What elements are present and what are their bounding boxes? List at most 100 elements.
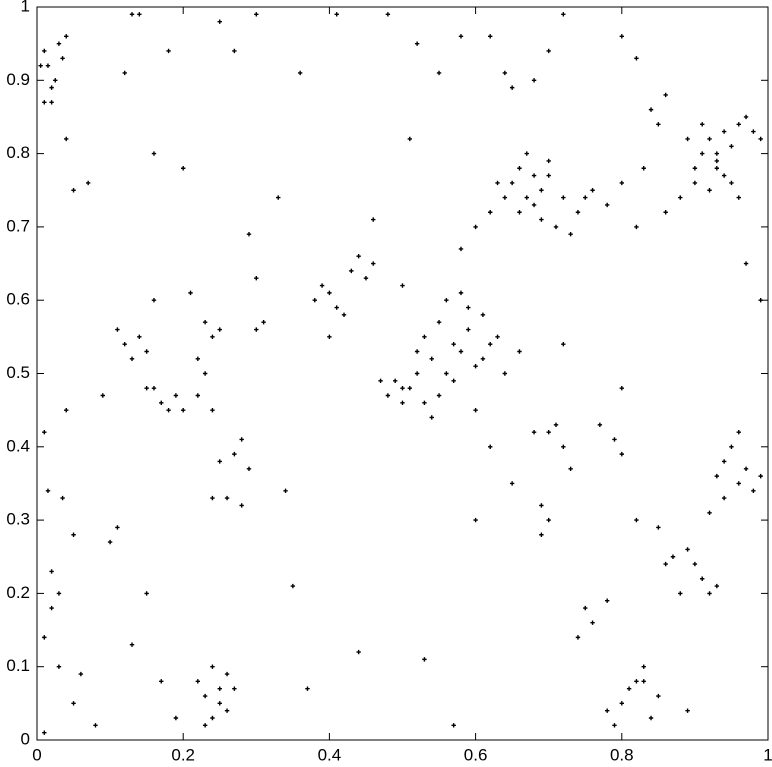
point bbox=[60, 56, 65, 61]
point bbox=[444, 298, 449, 303]
point bbox=[729, 144, 734, 149]
point bbox=[751, 129, 756, 134]
point bbox=[42, 730, 47, 735]
point bbox=[488, 34, 493, 39]
point bbox=[700, 151, 705, 156]
point bbox=[685, 547, 690, 552]
point bbox=[356, 649, 361, 655]
point bbox=[71, 188, 76, 193]
y-tick-label: 0.2 bbox=[6, 583, 30, 602]
x-tick-label: 0 bbox=[32, 745, 41, 764]
point bbox=[414, 371, 420, 376]
point bbox=[539, 188, 544, 193]
point bbox=[517, 166, 522, 171]
point bbox=[122, 70, 127, 76]
point bbox=[692, 561, 698, 567]
y-tick-label: 0.7 bbox=[6, 216, 30, 235]
point bbox=[495, 180, 500, 186]
point bbox=[641, 166, 646, 171]
point bbox=[327, 290, 332, 296]
point bbox=[85, 180, 91, 186]
point bbox=[371, 217, 376, 222]
point bbox=[612, 723, 617, 728]
point bbox=[597, 422, 603, 428]
point bbox=[217, 19, 222, 24]
point bbox=[626, 686, 632, 691]
point bbox=[122, 341, 127, 347]
point bbox=[736, 195, 741, 200]
point bbox=[714, 473, 720, 479]
point bbox=[429, 356, 434, 362]
point bbox=[45, 63, 51, 68]
point bbox=[619, 180, 624, 186]
point bbox=[758, 136, 763, 142]
point bbox=[539, 503, 544, 508]
point bbox=[451, 341, 456, 347]
point bbox=[583, 195, 588, 200]
point bbox=[181, 407, 186, 413]
point bbox=[341, 312, 347, 318]
point bbox=[531, 173, 537, 178]
point bbox=[129, 642, 135, 647]
point bbox=[42, 429, 47, 435]
point bbox=[531, 429, 537, 435]
point bbox=[429, 415, 434, 420]
point bbox=[414, 41, 420, 46]
point bbox=[144, 349, 149, 354]
point bbox=[634, 56, 639, 61]
point bbox=[56, 41, 62, 46]
point bbox=[546, 517, 551, 523]
point bbox=[334, 12, 339, 17]
point bbox=[707, 136, 712, 142]
y-tick-label: 0.6 bbox=[6, 290, 30, 309]
point bbox=[356, 254, 361, 259]
point bbox=[707, 188, 712, 193]
point bbox=[349, 268, 354, 274]
point bbox=[751, 488, 756, 493]
x-tick-label: 1 bbox=[763, 745, 772, 764]
point bbox=[319, 283, 325, 288]
point bbox=[692, 180, 698, 186]
point bbox=[312, 298, 317, 303]
point bbox=[436, 70, 442, 76]
point bbox=[656, 525, 661, 530]
point bbox=[466, 327, 471, 332]
point bbox=[502, 195, 508, 200]
point bbox=[129, 12, 135, 17]
point bbox=[173, 393, 179, 398]
point bbox=[488, 444, 493, 449]
point bbox=[371, 261, 376, 266]
plot-frame bbox=[36, 6, 769, 741]
point bbox=[546, 158, 551, 164]
point bbox=[202, 693, 208, 699]
point bbox=[495, 334, 500, 340]
point bbox=[232, 48, 237, 54]
point bbox=[590, 188, 595, 193]
point bbox=[232, 451, 237, 457]
point bbox=[151, 385, 157, 391]
point bbox=[71, 701, 76, 706]
point bbox=[553, 422, 559, 428]
point bbox=[276, 195, 281, 200]
point bbox=[407, 136, 413, 142]
point bbox=[619, 34, 624, 39]
y-tick-label: 0.1 bbox=[6, 656, 30, 675]
point bbox=[422, 657, 427, 662]
point bbox=[151, 298, 157, 303]
point bbox=[546, 429, 551, 435]
point bbox=[137, 334, 142, 340]
point bbox=[743, 261, 749, 266]
point bbox=[400, 283, 405, 288]
point bbox=[502, 371, 508, 376]
point bbox=[451, 723, 456, 728]
point bbox=[458, 349, 464, 354]
point bbox=[663, 210, 668, 215]
x-tick-label: 0.4 bbox=[318, 745, 342, 764]
point bbox=[714, 166, 720, 171]
y-tick-label: 0.9 bbox=[6, 70, 30, 89]
point bbox=[297, 70, 303, 76]
point bbox=[700, 122, 705, 127]
point bbox=[38, 63, 43, 68]
point bbox=[334, 305, 339, 310]
